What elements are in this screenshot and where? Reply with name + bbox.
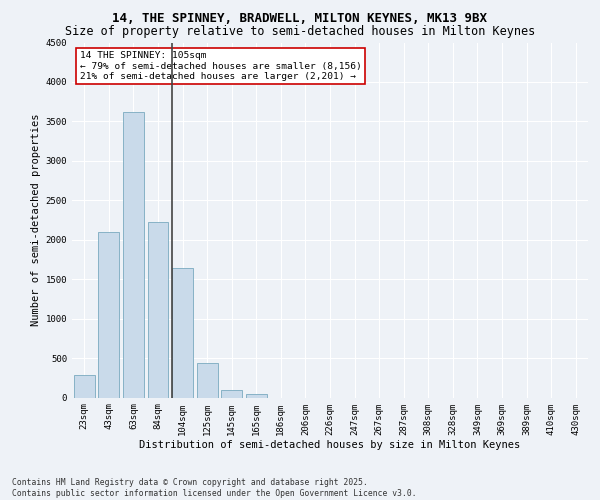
Bar (246, 394, 267, 398)
Y-axis label: Number of semi-detached properties: Number of semi-detached properties (31, 114, 41, 326)
Text: Size of property relative to semi-detached houses in Milton Keynes: Size of property relative to semi-detach… (65, 25, 535, 38)
Text: 14 THE SPINNEY: 105sqm
← 79% of semi-detached houses are smaller (8,156)
21% of : 14 THE SPINNEY: 105sqm ← 79% of semi-det… (80, 52, 361, 81)
Bar (221, 390, 242, 398)
Text: Contains HM Land Registry data © Crown copyright and database right 2025.
Contai: Contains HM Land Registry data © Crown c… (12, 478, 416, 498)
Bar (148, 222, 169, 398)
Bar (74, 376, 95, 398)
Bar (123, 112, 144, 398)
Bar (98, 232, 119, 398)
Bar (172, 268, 193, 398)
Bar (197, 363, 218, 398)
Text: 14, THE SPINNEY, BRADWELL, MILTON KEYNES, MK13 9BX: 14, THE SPINNEY, BRADWELL, MILTON KEYNES… (113, 12, 487, 26)
X-axis label: Distribution of semi-detached houses by size in Milton Keynes: Distribution of semi-detached houses by … (139, 440, 521, 450)
